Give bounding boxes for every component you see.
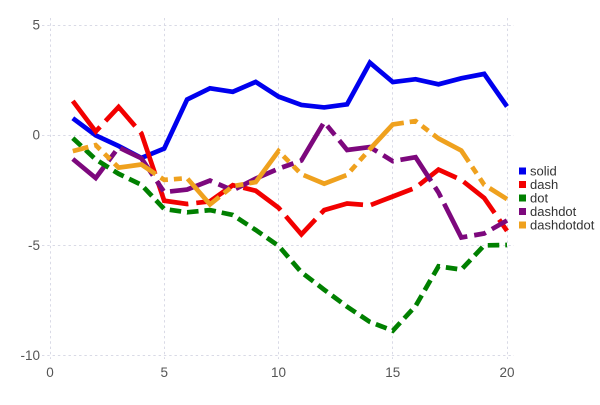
svg-text:0: 0: [32, 128, 40, 143]
svg-text:5: 5: [32, 18, 40, 33]
svg-text:dashdotdot: dashdotdot: [530, 218, 595, 233]
svg-text:20: 20: [499, 365, 514, 380]
svg-text:solid: solid: [530, 164, 557, 179]
svg-text:5: 5: [160, 365, 168, 380]
svg-text:-10: -10: [20, 348, 40, 363]
svg-text:dash: dash: [530, 177, 558, 192]
svg-text:-5: -5: [28, 238, 40, 253]
svg-text:15: 15: [385, 365, 400, 380]
svg-text:10: 10: [271, 365, 286, 380]
svg-text:0: 0: [46, 365, 54, 380]
svg-text:dashdot: dashdot: [530, 204, 577, 219]
svg-text:dot: dot: [530, 191, 548, 206]
